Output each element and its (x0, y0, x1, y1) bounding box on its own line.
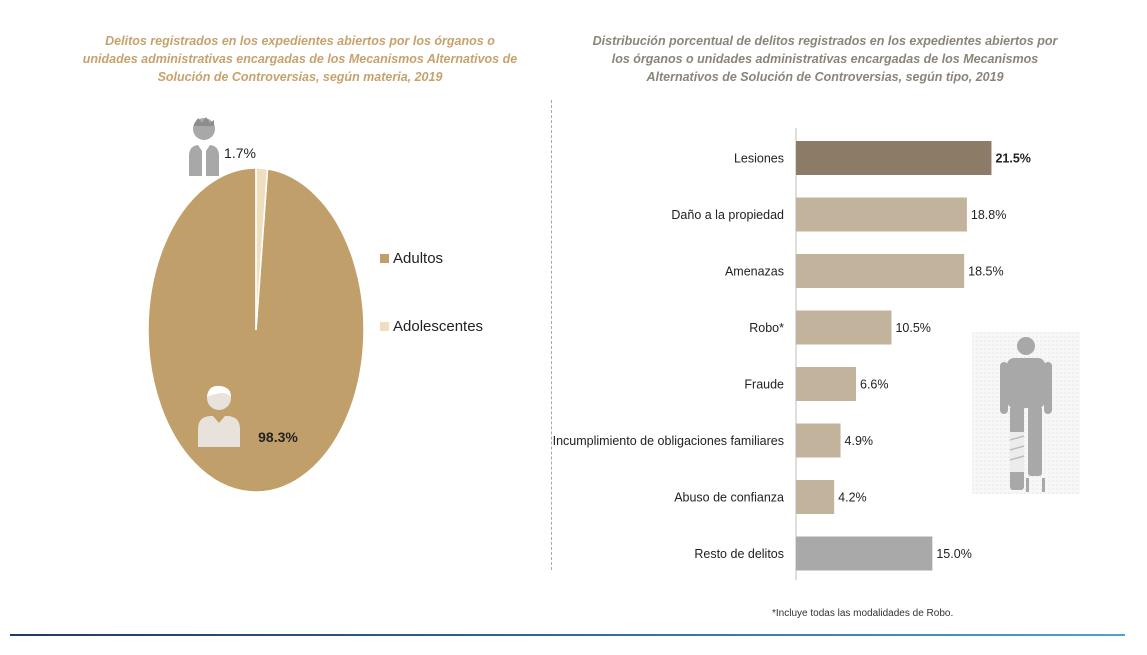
bar-category-label: Fraude (744, 378, 784, 392)
bar-robo (796, 310, 892, 345)
bar-abuso-de-confianza (796, 480, 835, 514)
bar-value-label: 6.6% (860, 378, 889, 392)
bar-value-label: 18.5% (968, 265, 1003, 279)
legend-item-adolescentes: Adolescentes (380, 318, 483, 335)
pie-chart-title: Delitos registrados en los expedientes a… (82, 34, 518, 84)
bar-value-label: 15.0% (936, 547, 971, 561)
bar-fraude (796, 367, 856, 401)
adult-person-icon (198, 385, 240, 447)
injured-person-icon (972, 332, 1080, 494)
legend-swatch-adolescentes (380, 322, 389, 331)
bar-category-label: Incumplimiento de obligaciones familiare… (553, 434, 784, 448)
bar-category-label: Amenazas (725, 265, 784, 279)
bar-incumplimiento-de-obligaciones-familiares (796, 423, 841, 458)
child-person-icon (189, 117, 219, 176)
bar-value-label: 10.5% (895, 321, 930, 335)
bar-chart-footnote: *Incluye todas las modalidades de Robo. (772, 608, 954, 619)
bar-resto-de-delitos (796, 536, 933, 571)
bar-category-label: Daño a la propiedad (671, 208, 784, 222)
bar-value-label: 18.8% (971, 208, 1006, 222)
bar-lesiones (796, 141, 992, 175)
chart-divider (551, 100, 552, 570)
bottom-rule (10, 634, 1125, 636)
bar-value-label: 21.5% (995, 152, 1030, 166)
pie-label-adolescentes: 1.7% (224, 145, 256, 161)
bar-category-label: Lesiones (734, 152, 784, 166)
bar-daño-a-la-propiedad (796, 197, 967, 232)
pie-slice-adolescentes (255, 167, 269, 331)
bar-category-label: Resto de delitos (694, 547, 784, 561)
bar-category-label: Robo* (749, 321, 784, 335)
pie-chart: 98.3% 1.7% (147, 145, 365, 493)
bar-category-label: Abuso de confianza (674, 491, 784, 505)
bar-chart-title: Distribución porcentual de delitos regis… (592, 34, 1058, 84)
legend-swatch-adultos (380, 254, 389, 263)
bar-value-label: 4.2% (838, 491, 867, 505)
legend-label-adolescentes: Adolescentes (393, 318, 484, 335)
bar-chart: Lesiones 21.5% Daño a la propiedad 18.8% Ame… (553, 128, 1031, 580)
legend-item-adultos: Adultos (380, 250, 443, 267)
bar-amenazas (796, 254, 965, 288)
legend-label-adultos: Adultos (393, 250, 444, 267)
pie-label-adultos: 98.3% (258, 429, 298, 445)
bar-value-label: 4.9% (845, 434, 874, 448)
